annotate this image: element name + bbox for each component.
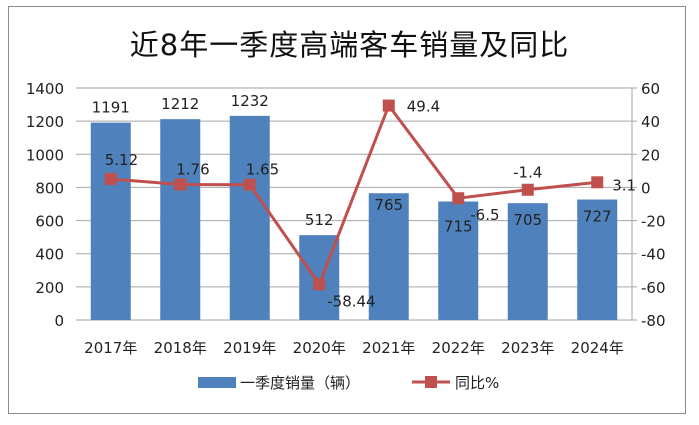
line-marker [452,192,465,205]
line-value-label: 49.4 [407,98,440,116]
line-value-label: -6.5 [470,206,499,224]
bar [160,119,201,320]
bar [229,115,270,320]
left-tick-label: 600 [35,213,64,231]
category-label: 2017年 [84,339,137,357]
bar-value-label: 715 [444,218,473,236]
line-marker [243,178,256,191]
bar [368,193,409,320]
right-tick-label: -60 [641,279,666,297]
chart-frame [8,6,686,414]
bar-value-label: 1212 [161,95,199,113]
chart-title: 近8年一季度高端客车销量及同比 [129,28,570,62]
left-tick-label: 1200 [26,113,64,131]
category-label: 2024年 [571,339,624,357]
line-marker [382,99,395,112]
right-tick-label: -80 [641,312,666,330]
left-tick-label: 1400 [26,80,64,98]
legend-line-marker [425,376,437,388]
legend-bar-swatch [198,377,236,388]
category-label: 2018年 [154,339,207,357]
category-label: 2021年 [362,339,415,357]
bar-value-label: 727 [583,208,612,226]
bar-value-label: 1232 [231,92,269,110]
right-tick-label: 20 [641,146,660,164]
line-marker [174,178,187,191]
bar [90,122,131,321]
left-tick-label: 800 [35,179,64,197]
right-tick-label: 40 [641,113,660,131]
left-tick-label: 1000 [26,146,64,164]
left-tick-label: 0 [54,312,64,330]
left-tick-label: 200 [35,279,64,297]
category-label: 2019年 [223,339,276,357]
bar [507,203,548,320]
bar-value-label: 512 [305,211,334,229]
right-tick-label: -20 [641,213,666,231]
line-value-label: -1.4 [513,164,542,182]
left-tick-label: 400 [35,246,64,264]
bar-value-label: 765 [374,196,403,214]
bar-value-label: 705 [513,211,542,229]
category-label: 2023年 [501,339,554,357]
line-marker [104,172,117,185]
line-value-label: -58.44 [327,292,375,310]
line-marker [591,176,604,189]
bar-value-label: 1191 [92,99,130,117]
line-value-label: 3.1 [612,176,636,194]
line-marker [521,183,534,196]
right-tick-label: 0 [641,179,651,197]
legend-line-label: 同比% [455,374,499,392]
line-series [110,102,598,288]
category-label: 2022年 [432,339,485,357]
bar [577,199,618,320]
line-value-label: 1.65 [246,161,279,179]
category-label: 2020年 [293,339,346,357]
line-value-label: 5.12 [105,151,138,169]
line-marker [313,278,326,291]
right-tick-label: 60 [641,80,660,98]
line-value-label: 1.76 [176,161,209,179]
bar [438,201,479,320]
legend-bar-label: 一季度销量（辆） [240,374,360,392]
right-tick-label: -40 [641,246,666,264]
